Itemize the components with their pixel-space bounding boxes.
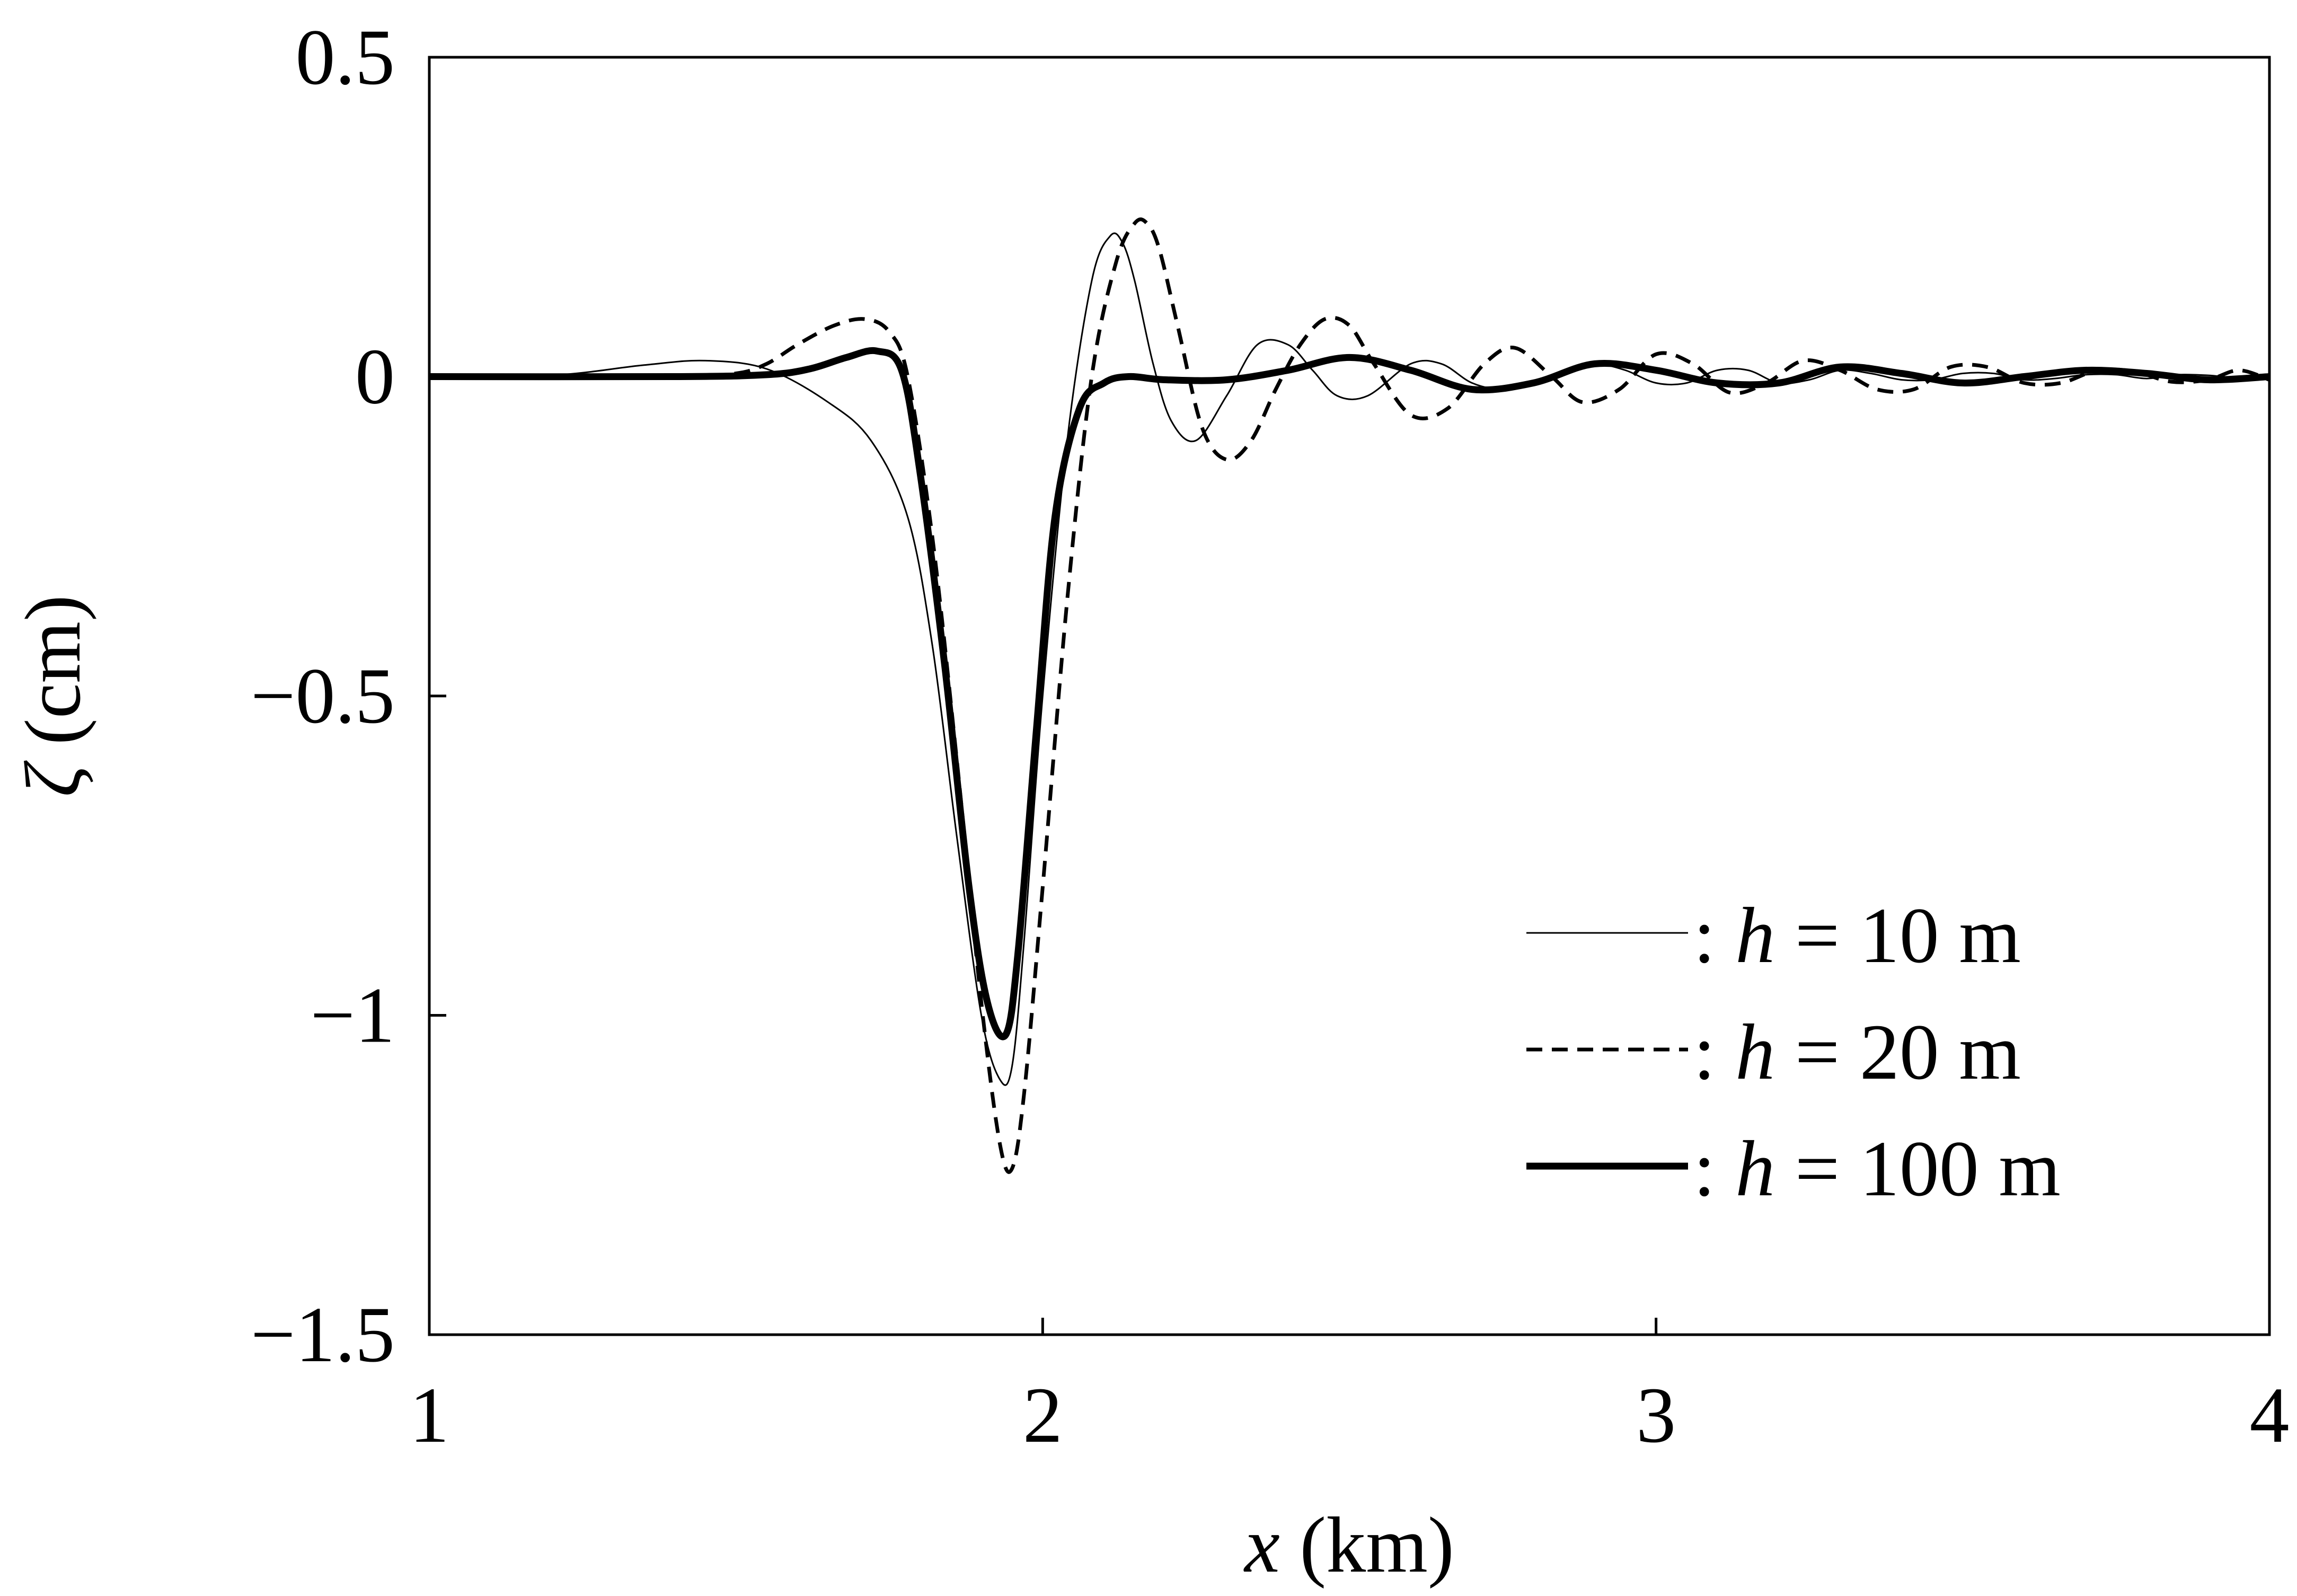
x-tick-label-2: 3 [1636, 1371, 1676, 1459]
y-tick-label-3: −1 [310, 972, 395, 1060]
y-axis-unit: (cm) [9, 595, 97, 765]
x-axis-ticks [428, 1318, 2271, 1335]
series-line-2 [429, 347, 2270, 1041]
legend-label-1-part-1: h [1735, 1008, 1775, 1096]
series-group [429, 217, 2271, 1174]
legend-label-2-part-0: : [1693, 1125, 1735, 1213]
x-axis-title: x (km) [1243, 1501, 1454, 1589]
y-tick-label-2: −0.5 [251, 652, 395, 740]
series-line-1 [429, 217, 2271, 1174]
x-axis-unit: (km) [1280, 1501, 1454, 1589]
y-axis-tick-labels: 0.5 0 −0.5 −1 −1.5 [251, 13, 395, 1379]
x-axis-tick-labels: 1 2 3 4 [410, 1371, 2290, 1459]
legend-label-2-part-1: h [1735, 1125, 1775, 1213]
x-tick-label-1: 2 [1023, 1371, 1063, 1459]
legend-label-1: : h = 20 m [1693, 1008, 2021, 1096]
series-line-0 [429, 232, 2270, 1086]
y-tick-label-1: 0 [355, 333, 395, 421]
legend-label-1-part-0: : [1693, 1008, 1735, 1096]
legend: : h = 10 m: h = 20 m: h = 100 m [1526, 892, 2061, 1213]
legend-label-0-part-1: h [1735, 892, 1775, 980]
y-axis-ticks [429, 56, 446, 1336]
y-tick-label-4: −1.5 [251, 1291, 395, 1379]
legend-label-1-part-2: = 20 m [1775, 1008, 2021, 1096]
legend-label-2: : h = 100 m [1693, 1125, 2061, 1213]
x-axis-variable: x [1243, 1501, 1280, 1589]
y-tick-label-0: 0.5 [296, 13, 395, 101]
x-tick-label-0: 1 [410, 1371, 449, 1459]
x-tick-label-3: 4 [2250, 1371, 2290, 1459]
legend-label-0-part-0: : [1693, 892, 1735, 980]
legend-label-2-part-2: = 100 m [1775, 1125, 2061, 1213]
legend-label-0: : h = 10 m [1693, 892, 2021, 980]
y-axis-title: ζ (cm) [9, 595, 97, 797]
legend-label-0-part-2: = 10 m [1775, 892, 2021, 980]
y-axis-variable: ζ [9, 760, 97, 797]
